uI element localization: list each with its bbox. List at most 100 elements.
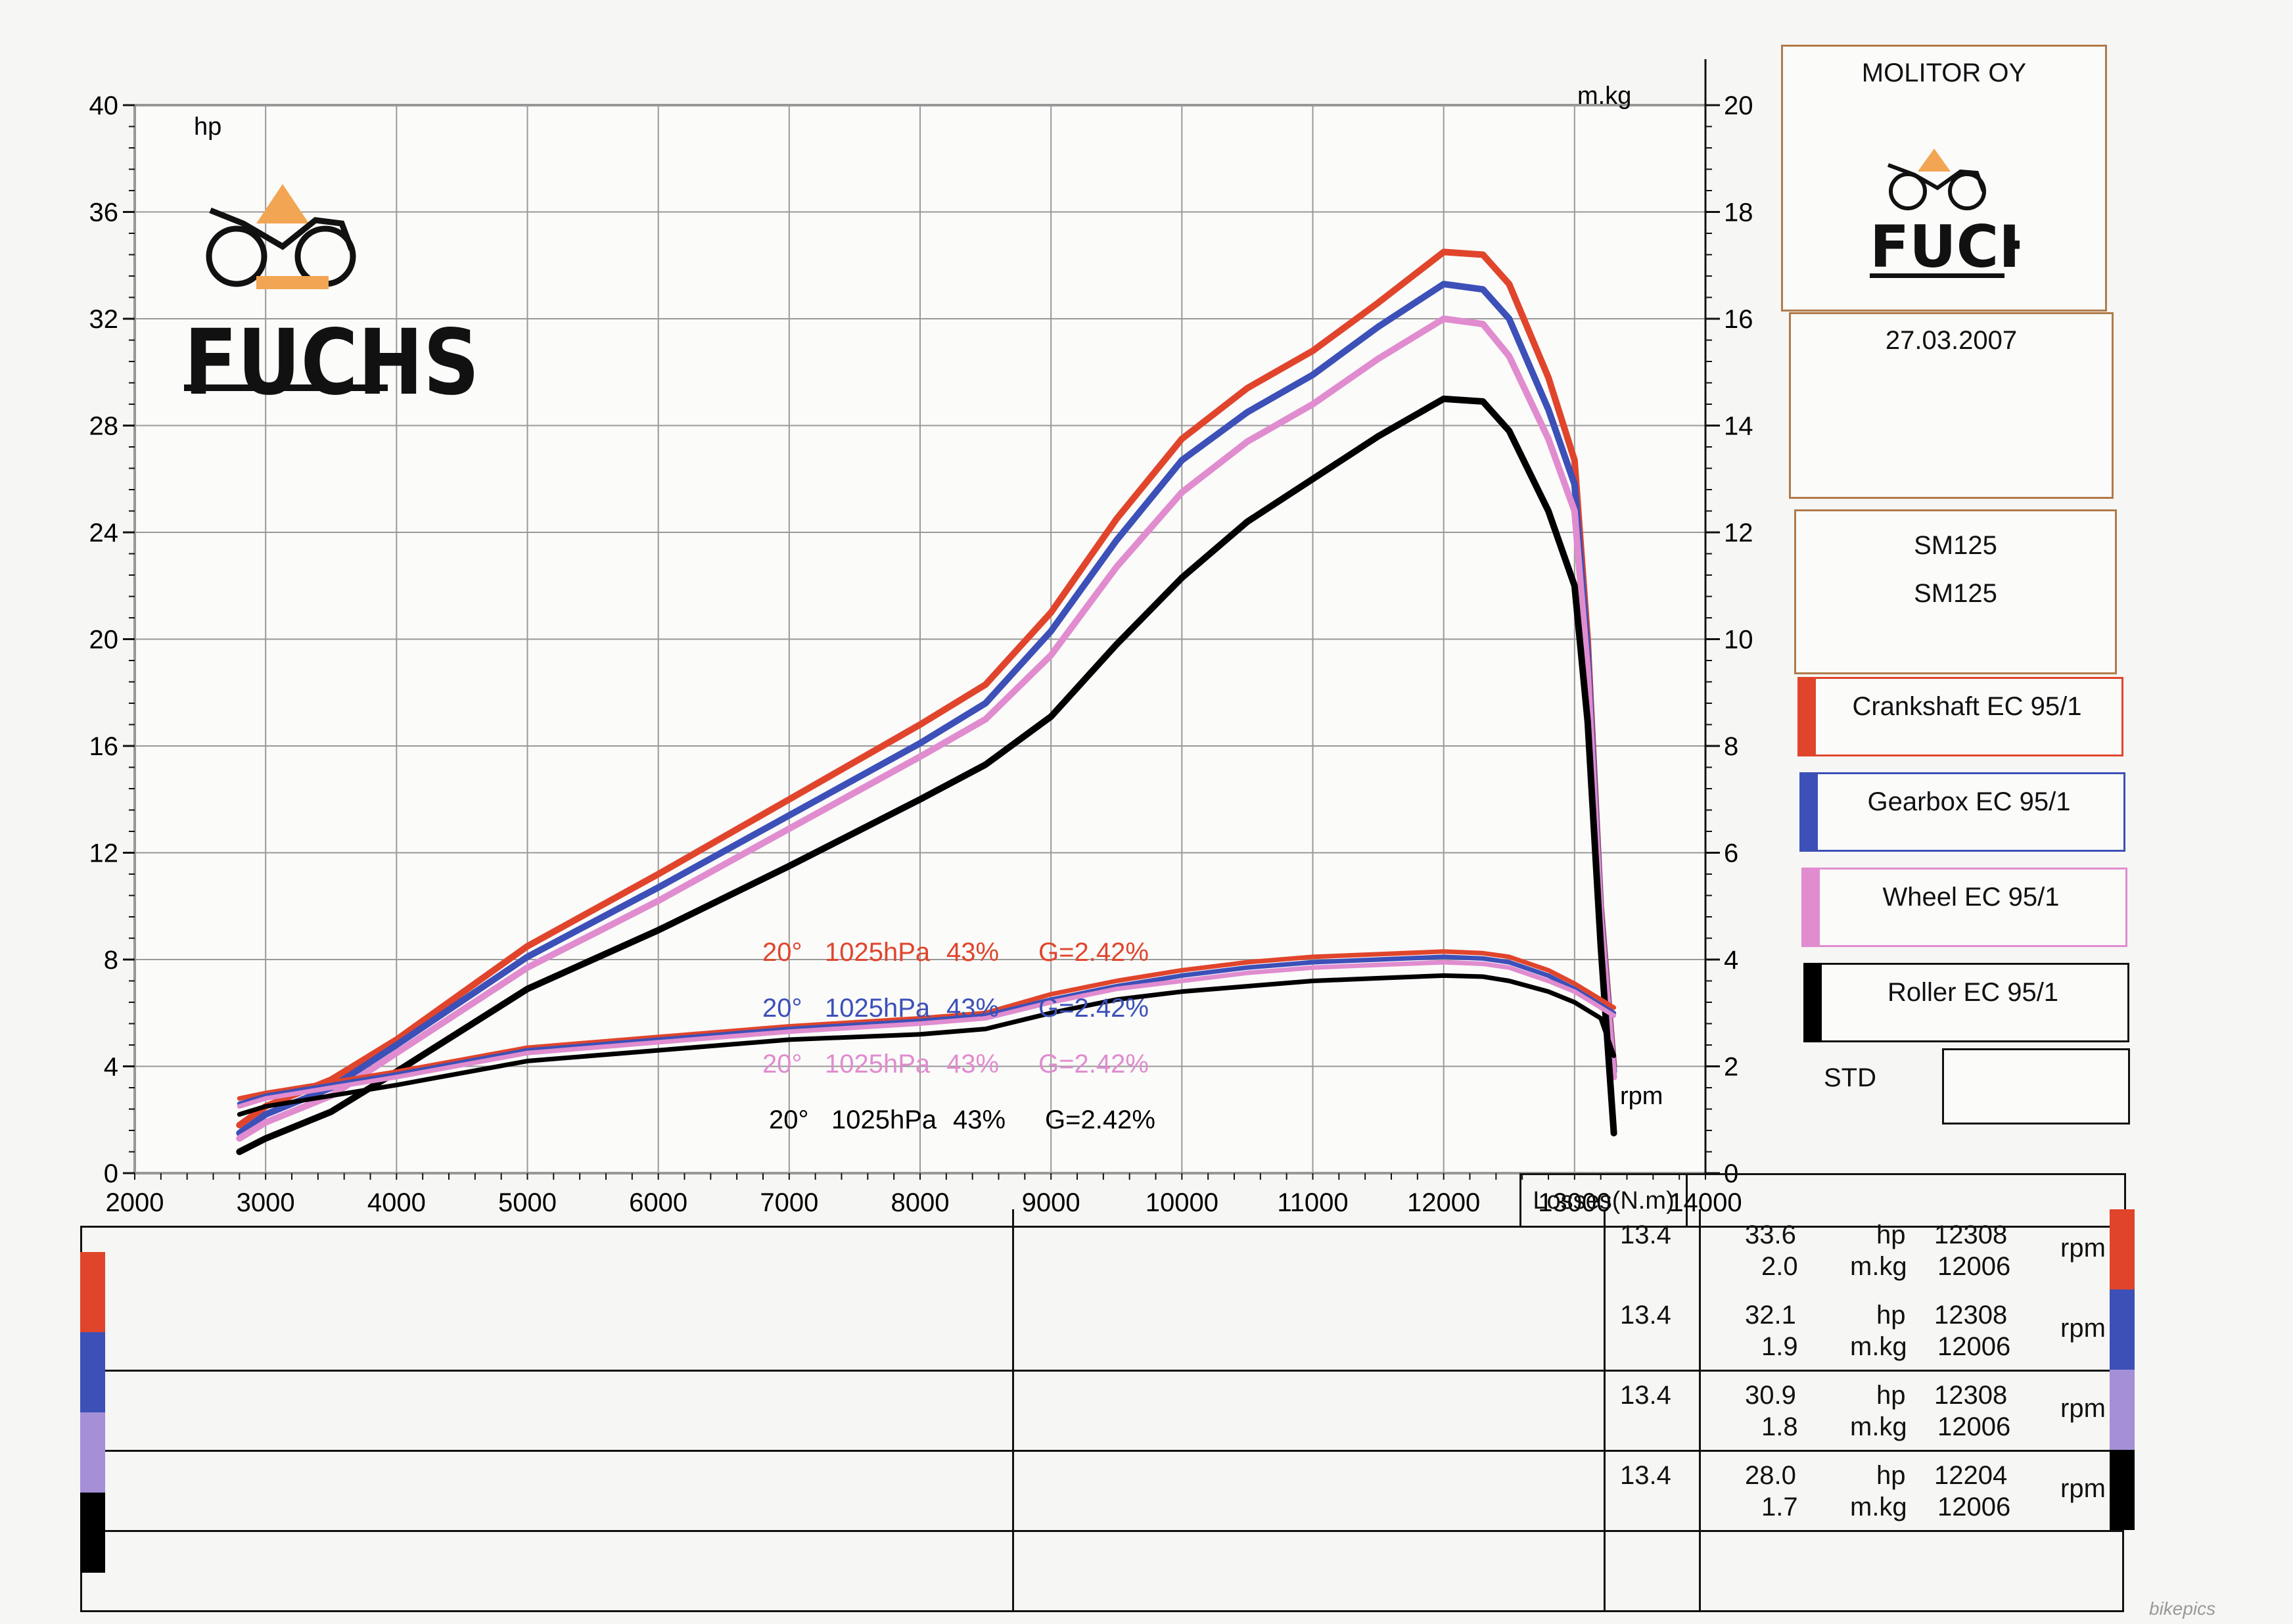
x-tick-label: 5000 — [498, 1188, 557, 1217]
std-label: STD — [1824, 1063, 1876, 1092]
fuchs-logo-text: FUCHS — [184, 311, 480, 415]
legend-swatch — [1797, 677, 1816, 756]
results-row: 13.4 33.6 hp 12308 2.0 m.kg 12006 rpm — [80, 1209, 2135, 1372]
row-right-bar — [2110, 1370, 2135, 1450]
row-hp-rpm: 12204 — [1934, 1461, 2008, 1490]
series-line-5 — [237, 954, 1617, 1106]
legend-swatch — [1799, 772, 1818, 852]
x-tick-label: 4000 — [367, 1188, 426, 1217]
condition-pressure: 1025hPa — [825, 994, 931, 1023]
watermark: bikepics — [2149, 1598, 2216, 1619]
test-date: 27.03.2007 — [1885, 326, 2018, 355]
results-row: 13.4 28.0 hp 12204 1.7 m.kg 12006 rpm — [80, 1450, 2135, 1612]
y-right-tick-label: 8 — [1724, 732, 1738, 761]
legend-label: Roller EC 95/1 — [1887, 978, 2059, 1007]
row-torque-unit: m.kg — [1850, 1252, 1907, 1281]
company-logo-text: FUCHS — [1870, 213, 2020, 281]
series-line-2 — [236, 315, 1617, 1142]
row-hp: 32.1 — [1745, 1301, 1796, 1330]
legend-label: Wheel EC 95/1 — [1882, 883, 2060, 912]
x-tick-label: 3000 — [237, 1188, 295, 1217]
company-logo: FUCHS — [1870, 149, 2020, 281]
row-torque-rpm: 12006 — [1937, 1493, 2011, 1521]
y-left-tick-label: 24 — [89, 519, 119, 547]
losses-header-cell: Losses(N.m) — [1519, 1173, 1688, 1228]
row-right-bar — [2110, 1450, 2135, 1530]
y-right-tick-label: 20 — [1724, 91, 1753, 120]
row-right-bar — [2110, 1289, 2135, 1370]
model-line-1: SM125 — [1914, 531, 1997, 560]
results-row: 13.4 30.9 hp 12308 1.8 m.kg 12006 rpm — [80, 1370, 2135, 1532]
x-tick-label: 14000 — [1669, 1188, 1742, 1217]
condition-pressure: 1025hPa — [825, 938, 931, 967]
row-hp: 28.0 — [1745, 1461, 1796, 1490]
x-tick-label: 11000 — [1277, 1188, 1348, 1217]
row-losses: 13.4 — [1620, 1301, 1671, 1330]
row-color-bar — [80, 1412, 105, 1493]
legend-item: Gearbox EC 95/1 — [1799, 772, 2125, 852]
y-right-tick-label: 16 — [1724, 305, 1753, 334]
condition-humidity: 43% — [953, 1105, 1006, 1134]
row-losses: 13.4 — [1620, 1461, 1671, 1490]
condition-g: G=2.42% — [1038, 994, 1149, 1023]
condition-pressure: 1025hPa — [831, 1105, 937, 1134]
row-torque-unit: m.kg — [1850, 1493, 1907, 1521]
results-row: 13.4 32.1 hp 12308 1.9 m.kg 12006 rpm — [80, 1289, 2135, 1452]
row-rpm-unit: rpm — [2060, 1314, 2106, 1343]
row-right-bar — [2110, 1209, 2135, 1289]
row-color-bar — [80, 1493, 105, 1573]
row-torque-unit: m.kg — [1850, 1412, 1907, 1441]
series-line-6 — [237, 960, 1617, 1109]
y-right-tick-label: 4 — [1724, 946, 1738, 975]
row-hp-unit: hp — [1876, 1381, 1906, 1410]
condition-humidity: 43% — [946, 994, 999, 1023]
y-right-tick-label: 12 — [1724, 519, 1753, 547]
y-left-tick-label: 16 — [89, 732, 119, 761]
row-color-bar — [80, 1332, 105, 1412]
x-tick-label: 13000 — [1538, 1188, 1611, 1217]
row-torque: 1.8 — [1761, 1412, 1798, 1441]
row-rpm-unit: rpm — [2060, 1234, 2106, 1263]
x-tick-label: 8000 — [891, 1188, 950, 1217]
row-torque: 1.9 — [1761, 1332, 1798, 1361]
y-right-tick-label: 2 — [1724, 1053, 1738, 1082]
series-line-0 — [236, 248, 1617, 1128]
date-box: 27.03.2007 — [1789, 312, 2114, 499]
row-losses: 13.4 — [1620, 1381, 1671, 1410]
y-left-tick-label: 0 — [104, 1159, 118, 1188]
x-unit-label: rpm — [1620, 1082, 1663, 1110]
condition-humidity: 43% — [946, 938, 999, 967]
condition-temp: 20° — [762, 938, 802, 967]
row-hp: 33.6 — [1745, 1220, 1796, 1249]
y-left-tick-label: 4 — [104, 1053, 118, 1082]
company-name: MOLITOR OY — [1861, 58, 2027, 87]
y-left-tick-label: 28 — [89, 412, 119, 441]
company-box: MOLITOR OY FUCHS — [1781, 45, 2107, 312]
row-rpm-unit: rpm — [2060, 1474, 2106, 1503]
series-line-7 — [237, 973, 1617, 1117]
legend-swatch — [1801, 868, 1820, 947]
y-right-tick-label: 10 — [1724, 626, 1753, 655]
x-tick-label: 10000 — [1146, 1188, 1218, 1217]
row-torque-rpm: 12006 — [1937, 1412, 2011, 1441]
results-top-right-cell — [1684, 1173, 2126, 1228]
x-tick-label: 2000 — [106, 1188, 164, 1217]
y-left-label: hp — [194, 113, 221, 141]
series-line-4 — [237, 949, 1617, 1101]
row-color-bar — [80, 1252, 105, 1332]
condition-temp: 20° — [762, 1050, 802, 1079]
results-header-row — [80, 1226, 2128, 1293]
row-torque-rpm: 12006 — [1937, 1252, 2011, 1281]
row-hp-rpm: 12308 — [1934, 1220, 2008, 1249]
series-line-3 — [236, 395, 1617, 1155]
row-hp: 30.9 — [1745, 1381, 1796, 1410]
results-table: Losses(N.m) 13.4 33.6 hp 12308 2.0 m.kg … — [80, 1173, 2137, 1613]
fuchs-logo: FUCHS — [184, 184, 480, 415]
y-left-tick-label: 36 — [89, 198, 119, 227]
x-tick-label: 12000 — [1407, 1188, 1480, 1217]
y-left-tick-label: 32 — [89, 305, 119, 334]
legend-item: Wheel EC 95/1 — [1801, 868, 2127, 947]
y-right-tick-label: 14 — [1724, 412, 1753, 441]
legend-item: Crankshaft EC 95/1 — [1797, 677, 2123, 756]
